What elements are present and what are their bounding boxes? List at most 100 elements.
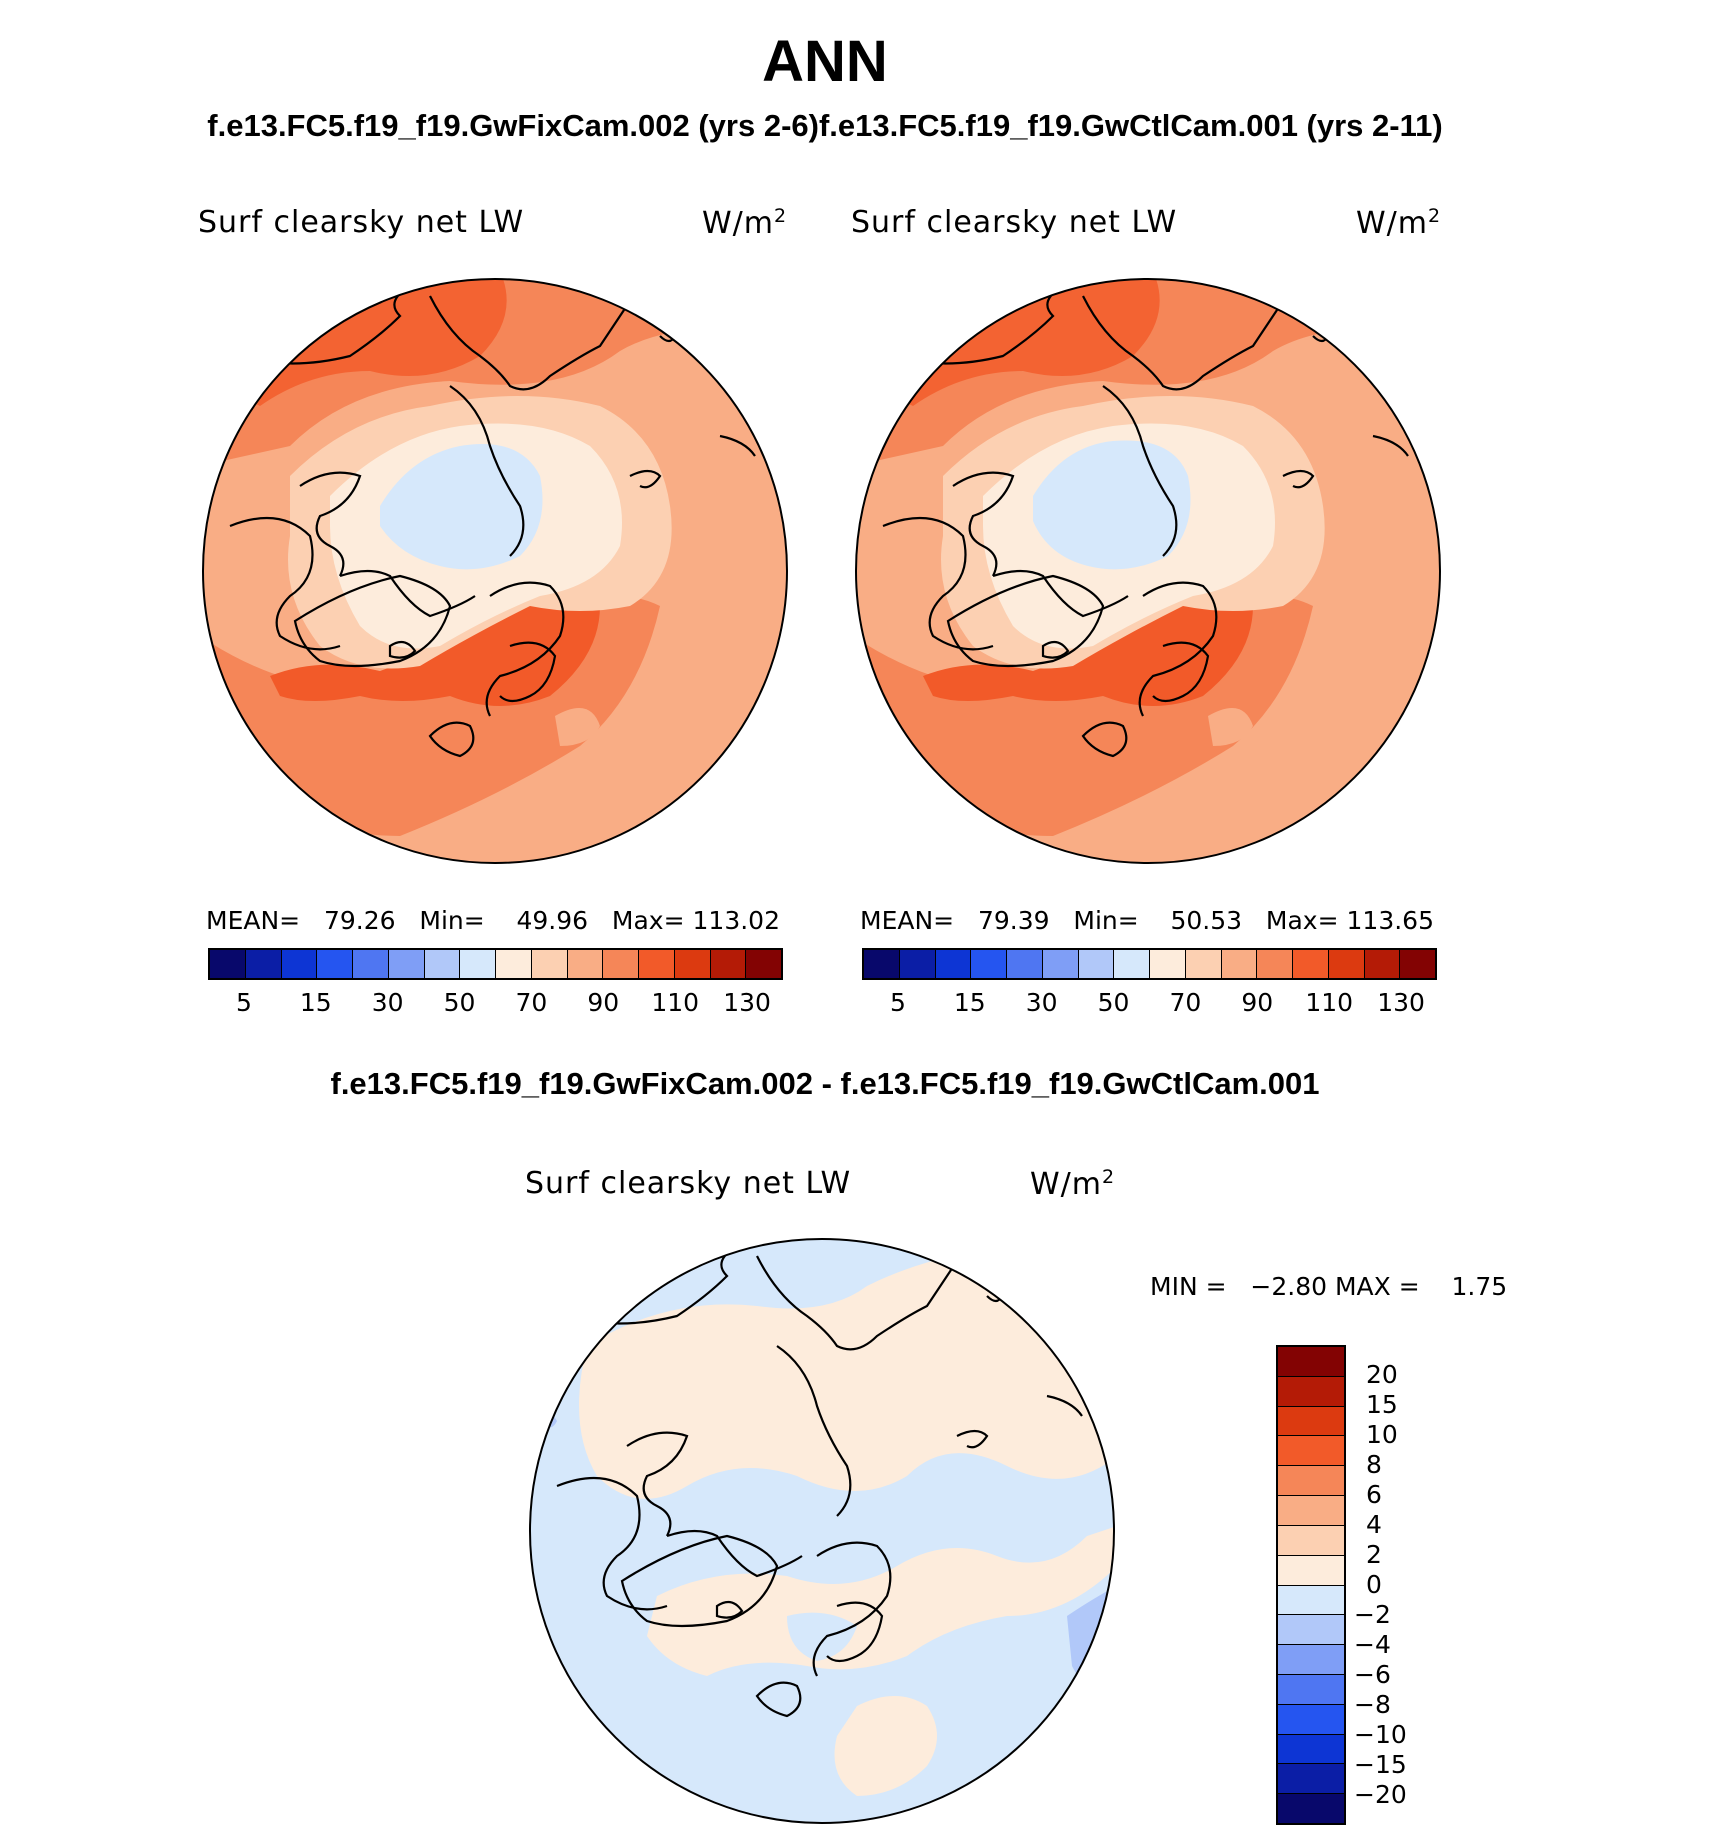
- diff-minmax: MIN = −2.80 MAX = 1.75: [1150, 1272, 1508, 1301]
- left-colorbar-ticks: 5 15 30 50 70 90 110 130: [208, 988, 783, 1018]
- coastline: [1041, 640, 1070, 659]
- colorbar-swatch: [1278, 1615, 1344, 1646]
- coastline: [1046, 1394, 1083, 1417]
- colorbar-tick-label: −20: [1354, 1780, 1407, 1809]
- colorbar-tick-label: −10: [1354, 1720, 1407, 1749]
- colorbar-swatch: [1278, 1466, 1344, 1497]
- colorbar-swatch: [1114, 950, 1150, 978]
- colorbar-tick-label: 5: [889, 988, 906, 1017]
- colorbar-tick-label: 110: [651, 988, 700, 1017]
- colorbar-tick-label: 8: [1366, 1450, 1382, 1479]
- colorbar-tick-label: 15: [299, 988, 332, 1017]
- colorbar-swatch: [1364, 950, 1401, 978]
- coastline: [952, 471, 1015, 577]
- coastline: [755, 1681, 802, 1718]
- coastline: [719, 434, 756, 457]
- colorbar-swatch: [1293, 950, 1329, 978]
- colorbar-tick-label: −15: [1354, 1750, 1407, 1779]
- colorbar-swatch: [1278, 1794, 1344, 1823]
- coastline: [449, 385, 525, 557]
- map-boundary: [855, 278, 1441, 864]
- left-polar-map: [202, 278, 788, 864]
- colorbar-swatch: [496, 950, 532, 978]
- colorbar-swatch: [245, 950, 282, 978]
- colorbar-swatch: [864, 950, 900, 978]
- colorbar-swatch: [1278, 1585, 1344, 1616]
- colorbar-tick-label: −6: [1354, 1660, 1391, 1689]
- coastline: [756, 1245, 968, 1351]
- coastline: [429, 285, 641, 391]
- coastline: [629, 469, 662, 489]
- colorbar-tick-label: 30: [1025, 988, 1058, 1017]
- colorbar-swatch: [674, 950, 711, 978]
- colorbar-swatch: [567, 950, 604, 978]
- colorbar-tick-label: 30: [371, 988, 404, 1017]
- colorbar-swatch: [1278, 1376, 1344, 1407]
- coastline: [666, 1529, 803, 1578]
- map-boundary: [202, 278, 788, 864]
- colorbar-swatch: [531, 950, 568, 978]
- coastline: [1102, 385, 1178, 557]
- right-units: W/m2: [1356, 205, 1442, 241]
- right-stats: MEAN= 79.39 Min= 50.53 Max= 113.65: [860, 906, 1434, 935]
- colorbar-swatch: [639, 950, 675, 978]
- contour-fill: [834, 1696, 937, 1796]
- colorbar-swatch: [603, 950, 639, 978]
- colorbar-tick-label: 90: [587, 988, 620, 1017]
- colorbar-swatch: [1278, 1347, 1344, 1377]
- colorbar-swatch: [1278, 1496, 1344, 1526]
- coastline: [620, 1534, 779, 1628]
- coastline: [626, 1431, 689, 1537]
- colorbar-tick-label: 90: [1241, 988, 1274, 1017]
- left-stats: MEAN= 79.26 Min= 49.96 Max= 113.02: [206, 906, 780, 935]
- coastline: [428, 721, 475, 758]
- coastline: [812, 1541, 892, 1677]
- colorbar-swatch: [317, 950, 353, 978]
- colorbar-tick-label: 50: [1097, 988, 1130, 1017]
- map-boundary: [529, 1238, 1115, 1824]
- colorbar-swatch: [1278, 1645, 1344, 1675]
- colorbar-tick-label: 50: [443, 988, 476, 1017]
- colorbar-swatch: [1278, 1406, 1344, 1437]
- right-polar-map: [855, 278, 1441, 864]
- coastline: [946, 574, 1105, 668]
- page-title: ANN: [762, 29, 888, 94]
- colorbar-swatch: [1278, 1674, 1344, 1705]
- colorbar-swatch: [899, 950, 936, 978]
- coastline: [1372, 434, 1409, 457]
- colorbar-swatch: [388, 950, 425, 978]
- colorbar-swatch: [1278, 1555, 1344, 1586]
- coastline: [339, 569, 476, 618]
- colorbar-tick-label: −4: [1354, 1630, 1391, 1659]
- right-colorbar-ticks: 5 15 30 50 70 90 110 130: [862, 988, 1437, 1018]
- diff-variable-title: Surf clearsky net LW: [525, 1166, 852, 1201]
- coastline: [826, 1601, 884, 1663]
- colorbar-swatch: [1150, 950, 1186, 978]
- coastline: [1282, 469, 1315, 489]
- difference-polar-map: [529, 1238, 1115, 1824]
- colorbar-swatch: [353, 950, 389, 978]
- colorbar-swatch: [1278, 1525, 1344, 1556]
- colorbar-tick-label: 10: [1366, 1420, 1398, 1449]
- colorbar-swatch: [1278, 1734, 1344, 1765]
- colorbar-tick-label: 15: [953, 988, 986, 1017]
- difference-title: f.e13.FC5.f19_f19.GwFixCam.002 - f.e13.F…: [330, 1066, 1320, 1101]
- right-colorbar: [862, 948, 1437, 980]
- colorbar-swatch: [460, 950, 496, 978]
- colorbar-tick-label: 20: [1366, 1360, 1398, 1389]
- contour-fill: [1033, 440, 1191, 570]
- contour-fill: [555, 708, 600, 746]
- difference-colorbar-ticks: 20 15 10 8 6 4 2 0 −2 −4 −6 −8 −10 −15 −20: [1354, 1345, 1424, 1821]
- coastline: [1082, 285, 1294, 391]
- coastline: [1081, 721, 1128, 758]
- coastline: [299, 471, 362, 577]
- difference-colorbar: [1276, 1345, 1346, 1825]
- colorbar-tick-label: 0: [1366, 1570, 1382, 1599]
- colorbar-swatch: [1278, 1764, 1344, 1795]
- colorbar-tick-label: 130: [723, 988, 771, 1017]
- colorbar-swatch: [210, 950, 246, 978]
- contour-fill: [647, 1526, 1114, 1676]
- left-variable-title: Surf clearsky net LW: [198, 205, 525, 240]
- contour-fill: [1208, 708, 1253, 746]
- colorbar-tick-label: 4: [1366, 1510, 1382, 1539]
